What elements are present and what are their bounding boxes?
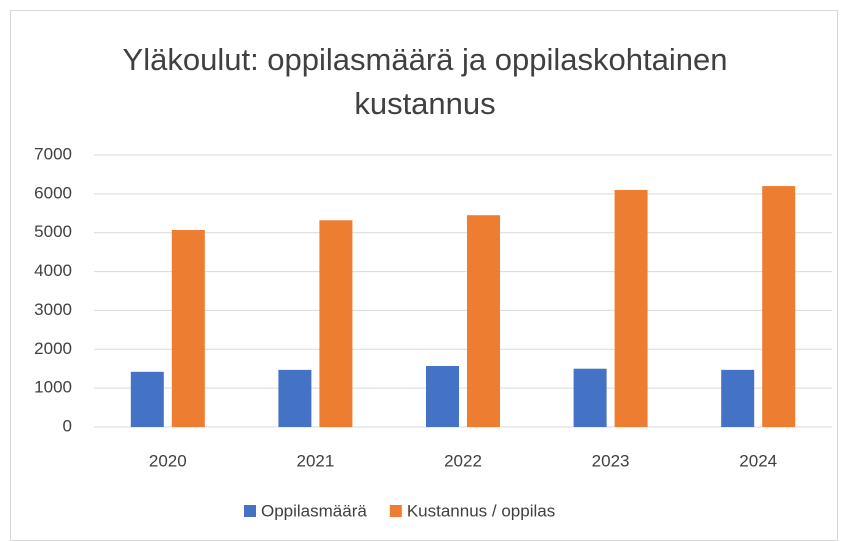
bar: [721, 369, 755, 427]
bar: [762, 186, 796, 427]
y-tick-label: 2000: [34, 339, 72, 358]
legend-swatch: [389, 505, 402, 517]
y-tick-label: 7000: [34, 144, 72, 163]
bar: [130, 371, 164, 427]
y-tick-label: 5000: [34, 222, 72, 241]
y-tick-label: 4000: [34, 261, 72, 280]
bar: [614, 189, 648, 427]
bar: [278, 369, 312, 427]
bar: [467, 215, 500, 427]
x-tick-label: 2024: [739, 451, 777, 470]
y-tick-label: 6000: [34, 183, 72, 202]
x-tick-label: 2020: [149, 451, 187, 470]
chart-frame: [10, 10, 838, 541]
y-tick-label: 3000: [34, 300, 72, 319]
x-tick-label: 2023: [592, 451, 630, 470]
bar: [171, 229, 205, 427]
y-tick-label: 1000: [34, 378, 72, 397]
y-tick-label: 0: [63, 416, 72, 435]
x-tick-label: 2022: [444, 451, 482, 470]
bar: [426, 365, 459, 427]
legend-label: Kustannus / oppilas: [407, 501, 555, 520]
bar: [573, 368, 607, 427]
legend-label: Oppilasmäärä: [261, 501, 367, 520]
legend-swatch: [244, 505, 256, 517]
bar: [319, 220, 353, 427]
chart-title: Yläkoulut: oppilasmäärä ja oppilaskohtai…: [122, 42, 728, 121]
x-tick-label: 2021: [296, 451, 334, 470]
